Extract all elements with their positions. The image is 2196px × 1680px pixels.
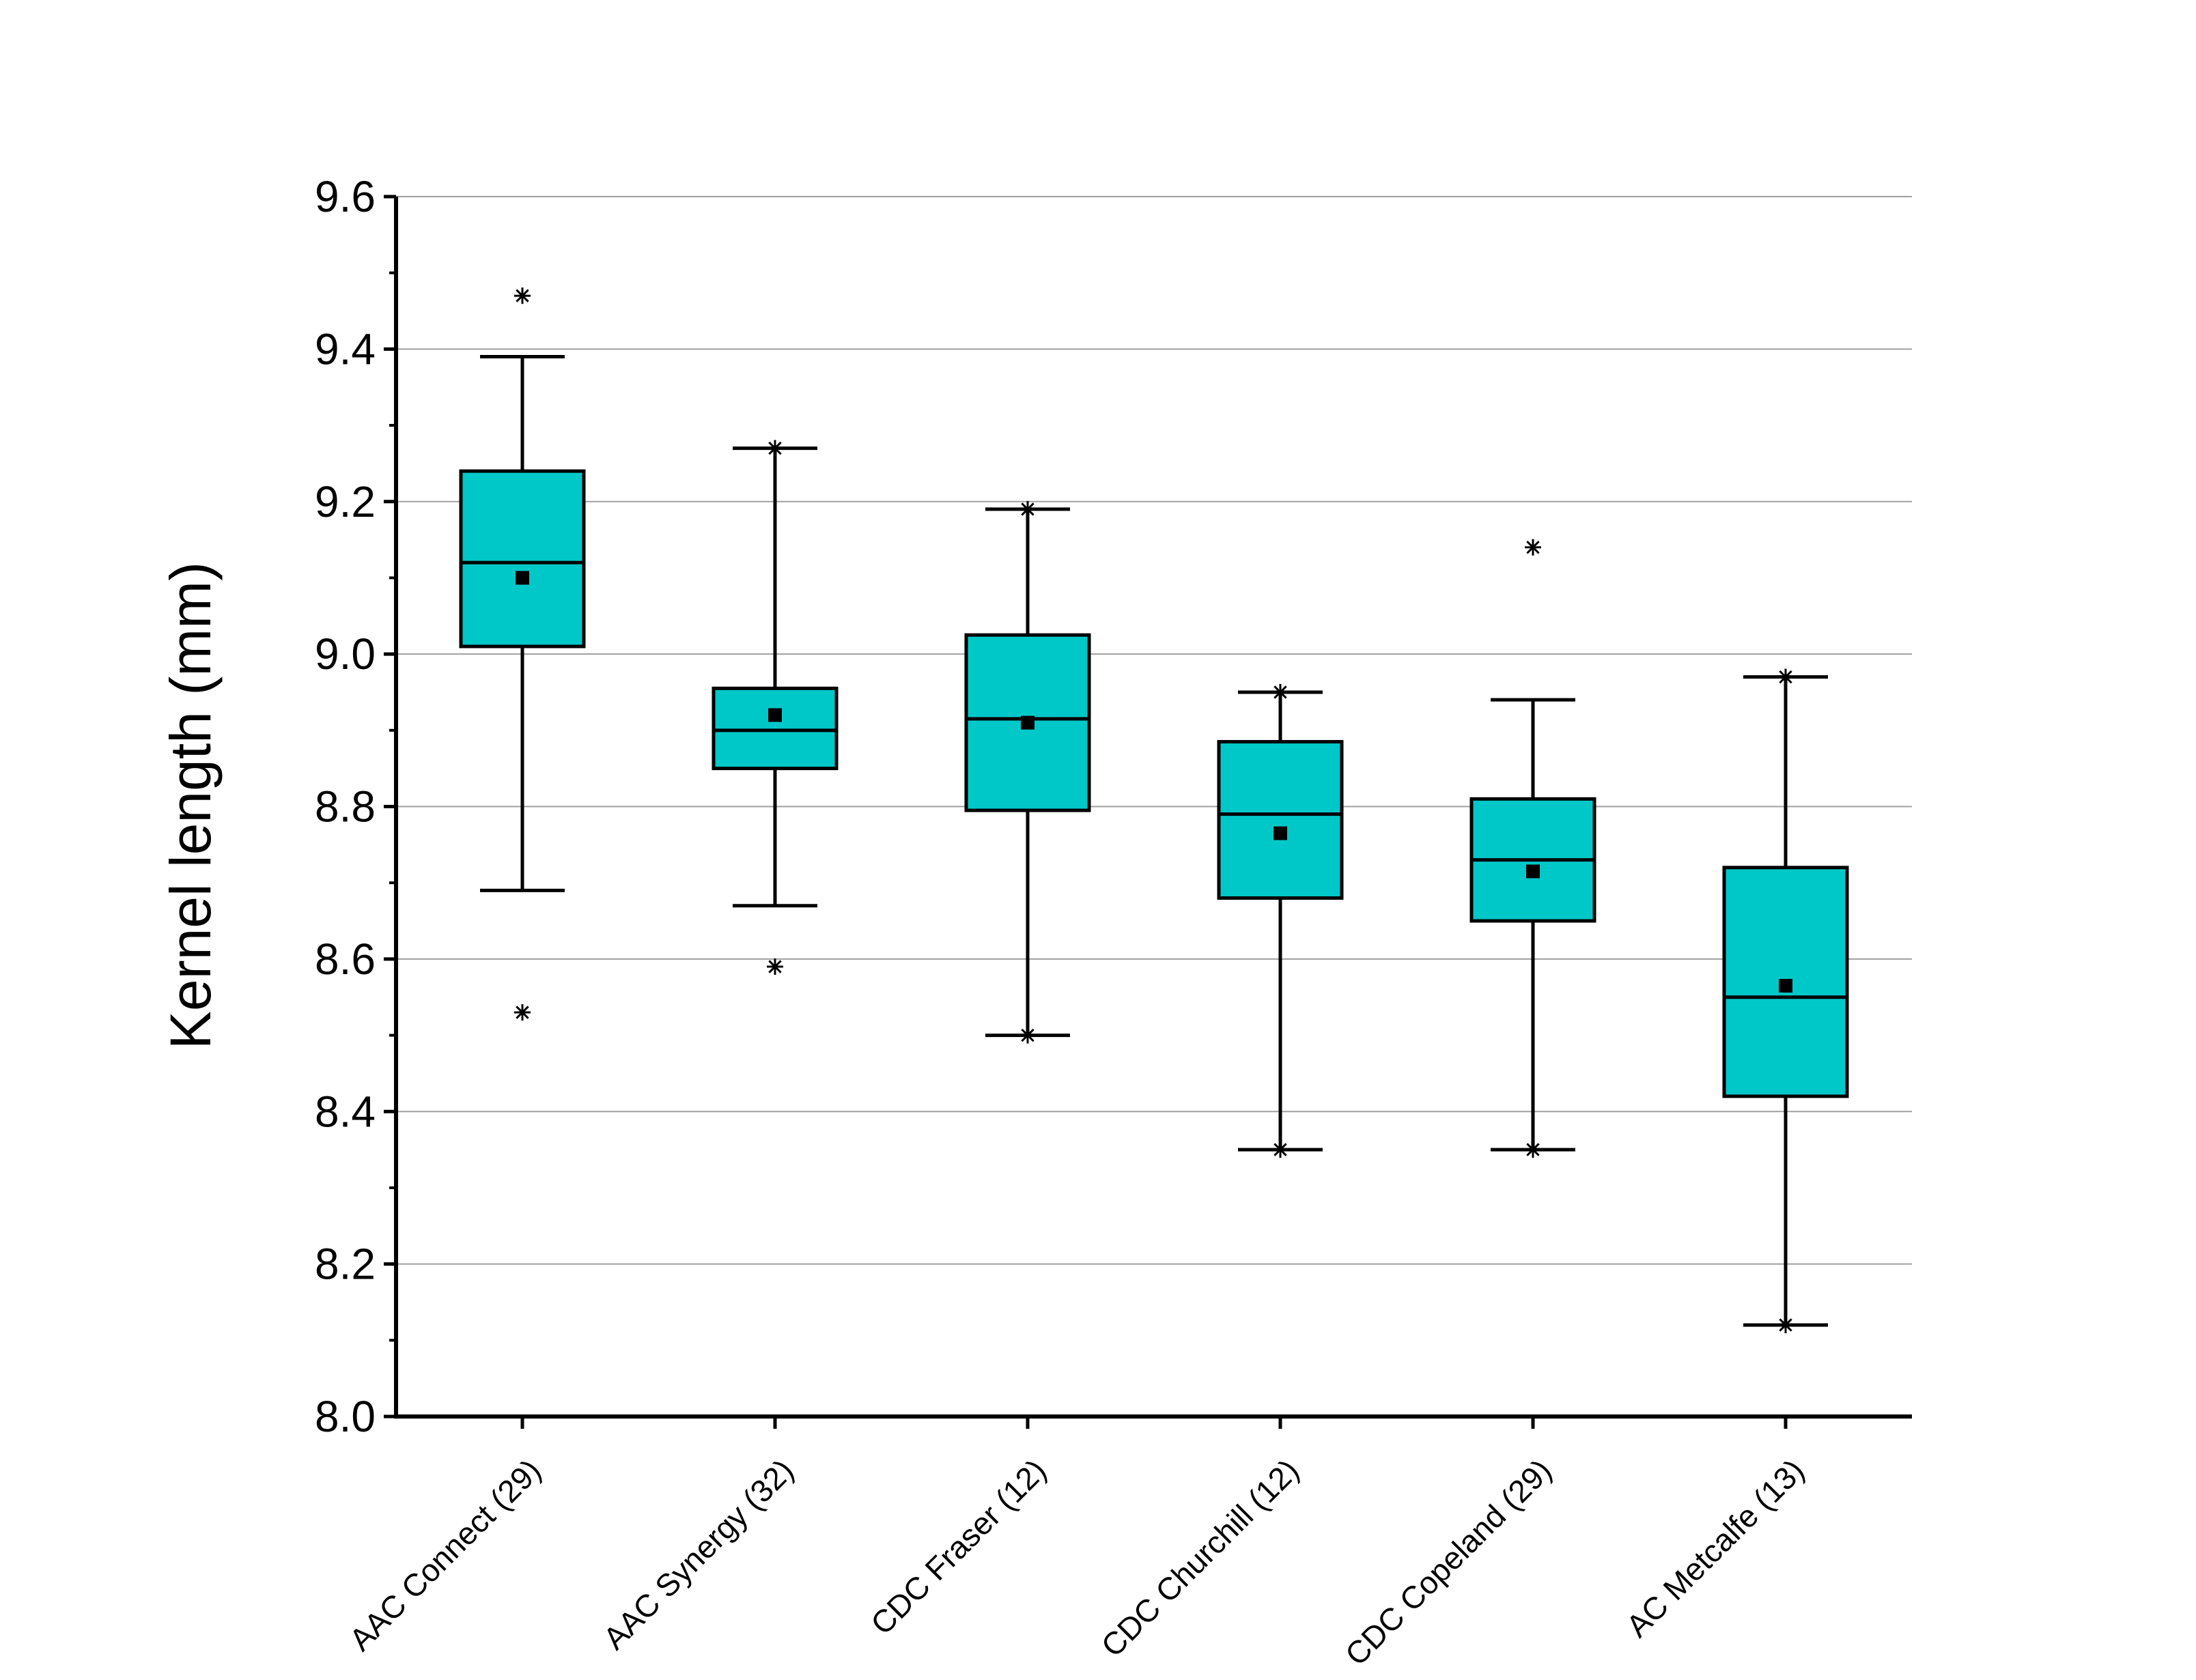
mean-marker	[1273, 826, 1287, 840]
outlier-stroke	[1273, 1143, 1287, 1156]
outlier-stroke	[1021, 1028, 1034, 1042]
y-axis-title: Kernel length (mm)	[158, 562, 223, 1049]
outlier-marker	[1777, 668, 1794, 685]
box-group	[459, 287, 586, 1021]
x-tick-label: AAC Connect (29)	[342, 1452, 548, 1657]
outlier-marker	[1272, 1141, 1289, 1158]
outlier-marker	[1525, 1141, 1541, 1158]
y-tick-label: 8.4	[315, 1087, 376, 1136]
outlier-marker	[1019, 500, 1036, 517]
box-group	[964, 500, 1091, 1044]
y-tick-label: 8.8	[315, 782, 376, 831]
box-iqr	[1217, 740, 1344, 900]
outlier-marker	[1019, 1027, 1036, 1044]
x-tick-label: CDC Churchill (12)	[1094, 1452, 1306, 1664]
mean-marker	[768, 708, 782, 722]
outlier-stroke	[1526, 1143, 1540, 1156]
outlier-stroke	[1021, 502, 1034, 516]
mean-marker	[1779, 978, 1792, 993]
outlier-stroke	[1779, 1318, 1792, 1332]
box-iqr	[459, 469, 586, 649]
outlier-marker	[1525, 539, 1541, 556]
axes: 8.0 8.2 8.4 8.6 8.8 9.0 9.2 9.4 9.6 AAC Connect (…	[315, 172, 1912, 1672]
y-tick-label: 8.6	[315, 935, 376, 984]
box-group	[1217, 683, 1344, 1158]
outlier-stroke	[516, 289, 529, 302]
y-tick-label: 9.6	[315, 172, 376, 221]
boxes	[459, 287, 1849, 1333]
outlier-marker	[767, 440, 783, 457]
outlier-marker	[767, 958, 783, 976]
outlier-marker	[1272, 683, 1289, 700]
box-group	[712, 440, 839, 976]
outlier-stroke	[1273, 685, 1287, 699]
outlier-stroke	[768, 441, 782, 455]
outlier-stroke	[1779, 670, 1792, 684]
y-tick-label: 8.0	[315, 1392, 376, 1441]
y-tick-label: 8.2	[315, 1240, 376, 1289]
mean-marker	[1526, 864, 1540, 879]
x-tick-label: AC Metcalfe (13)	[1619, 1452, 1811, 1644]
x-tick-label: CDC Copeland (29)	[1338, 1452, 1558, 1672]
mean-marker	[1021, 715, 1034, 730]
x-tick-label: CDC Fraser (12)	[864, 1452, 1053, 1641]
outlier-stroke	[768, 960, 782, 973]
x-tick-label: AAC Synergy (32)	[596, 1452, 800, 1656]
outlier-marker	[1777, 1316, 1794, 1333]
y-tick-label: 9.0	[315, 629, 376, 679]
y-tick-label: 9.4	[315, 324, 376, 373]
mean-marker	[516, 571, 529, 585]
box-group	[1469, 539, 1596, 1158]
gridlines	[396, 196, 1912, 1265]
box-iqr	[712, 686, 839, 771]
outlier-marker	[514, 1004, 531, 1021]
box-group	[1722, 668, 1849, 1333]
outlier-stroke	[1526, 541, 1540, 554]
outlier-marker	[514, 287, 531, 304]
y-tick-label: 9.2	[315, 477, 376, 526]
outlier-stroke	[516, 1006, 529, 1019]
